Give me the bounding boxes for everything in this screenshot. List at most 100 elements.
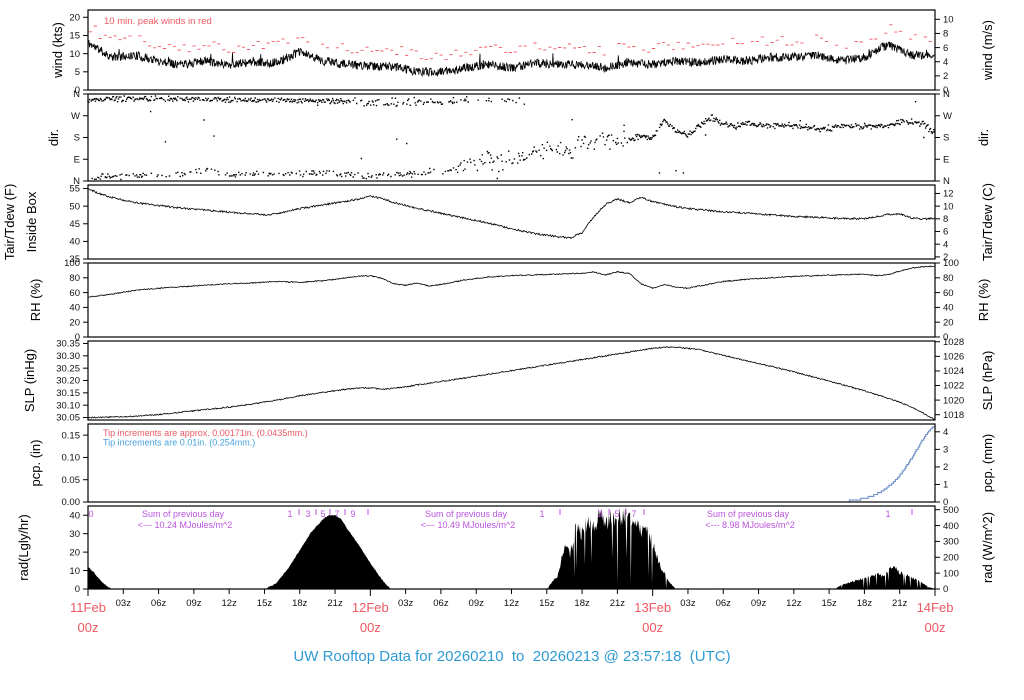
rh-right-axis-title: RH (%) (976, 279, 991, 322)
wind-right-tick-label: 4 (943, 57, 948, 68)
rad-right-tick-label: 300 (943, 537, 959, 548)
pcp-right-tick-label: 0 (943, 497, 948, 508)
pcp-right-tick-label: 4 (943, 427, 948, 438)
rh-right-tick-label: 100 (943, 258, 959, 269)
hour-tick-label: 12z (786, 598, 802, 609)
rh-left-tick-label: 80 (69, 273, 80, 284)
hour-tick-label: 06z (151, 598, 167, 609)
slp-left-tick-label: 30.20 (56, 376, 80, 387)
day-label: 14Feb (917, 600, 954, 615)
slp-right-tick-label: 1024 (943, 366, 964, 377)
slp-left-tick-label: 30.05 (56, 413, 80, 424)
wind-line (87, 40, 935, 78)
rad-annotation: Sum of previous day (142, 509, 225, 519)
panel-wind: 0 5 10 15 20 0 2 4 6 8 10 wind (kts) wind (m/s) 10 mi… (50, 9, 995, 96)
slp-left-tick-label: 30.25 (56, 363, 80, 374)
solar-radiation-area (88, 506, 935, 589)
dir-left-tick-label: W (71, 111, 80, 122)
slp-left-tick-label: 30.15 (56, 388, 80, 399)
rad-right-axis-title: rad (W/m^2) (980, 512, 995, 583)
hour-tick-label: 18z (292, 598, 308, 609)
pcp-right-tick-label: 2 (943, 462, 948, 473)
tair-frame (87, 184, 936, 260)
tair-left-tick-label: 55 (69, 184, 80, 195)
day-label: 12Feb (352, 600, 389, 615)
day-label: 11Feb (70, 600, 106, 615)
tair-line (87, 188, 935, 240)
tair-right-tick-label: 6 (943, 227, 948, 238)
rad-annotation: <--- 8.98 MJoules/m^2 (705, 520, 795, 530)
hour-tick-label: 15z (257, 598, 273, 609)
rh-left-tick-label: 20 (69, 317, 80, 328)
pcp-left-tick-label: 0.05 (62, 475, 81, 486)
day-label-hour: 00z (360, 620, 381, 635)
rh-left-tick-label: 0 (75, 332, 80, 343)
wind-left-axis-title: wind (kts) (50, 22, 65, 79)
hour-tick-label: 09z (469, 598, 485, 609)
pcp-right-axis-title: pcp. (mm) (980, 434, 995, 493)
dir-left-tick-label: S (74, 133, 80, 144)
radiation-milestone-label: 3 (597, 509, 602, 519)
radiation-milestone-label: 3 (305, 509, 310, 519)
rad-annotation: Sum of previous day (425, 509, 508, 519)
wind-left-tick-label: 15 (69, 31, 80, 42)
radiation-milestone-label: 5 (614, 509, 619, 519)
slp-left-tick-label: 30.35 (56, 339, 80, 350)
rh-left-axis-title: RH (%) (28, 279, 43, 322)
rad-left-tick-label: 10 (69, 566, 80, 577)
dir-frame (87, 93, 936, 182)
pcp-left-tick-label: 0.15 (62, 430, 81, 441)
rad-left-tick-label: 40 (69, 510, 80, 521)
rad-right-tick-label: 0 (943, 584, 948, 595)
dir-right-tick-label: W (943, 111, 952, 122)
radiation-milestone-label: 7 (631, 509, 636, 519)
wind-right-axis-title: wind (m/s) (980, 20, 995, 81)
pcp-left-tick-label: 0.00 (62, 497, 81, 508)
rad-left-tick-label: 30 (69, 529, 80, 540)
radiation-milestone-label: 0 (88, 509, 93, 519)
slp-right-tick-label: 1028 (943, 337, 964, 348)
hour-tick-label: 06z (716, 598, 732, 609)
rh-left-tick-label: 40 (69, 303, 80, 314)
rad-annotation: <--- 10.24 MJoules/m^2 (138, 520, 233, 530)
dir-right-tick-label: E (943, 154, 949, 165)
wind-right-tick-label: 6 (943, 43, 948, 54)
panel-rh: 0 20 40 60 80 100 0 20 40 60 80 100 RH (%) RH (%) (28, 258, 991, 343)
radiation-milestone-label: 1 (539, 509, 544, 519)
tair-left-tick-label: 40 (69, 237, 80, 248)
rh-right-tick-label: 0 (943, 332, 948, 343)
tair-right-tick-label: 2 (943, 252, 948, 263)
wind-left-tick-label: 20 (69, 12, 80, 23)
rh-frame (87, 262, 936, 338)
hour-tick-label: 21z (610, 598, 626, 609)
hour-tick-label: 15z (539, 598, 555, 609)
hour-tick-label: 21z (327, 598, 343, 609)
hour-tick-label: 06z (433, 598, 449, 609)
pcp-left-axis-title: pcp. (in) (28, 440, 43, 487)
slp-line (87, 346, 935, 420)
tair-left-tick-label: 45 (69, 219, 80, 230)
rad-left-tick-label: 20 (69, 547, 80, 558)
wind-right-tick-label: 2 (943, 71, 948, 82)
chart-title: UW Rooftop Data for 20260210 to 20260213… (293, 648, 731, 665)
rh-left-tick-label: 100 (64, 258, 80, 269)
radiation-milestone-label: 1 (287, 509, 292, 519)
slp-right-tick-label: 1020 (943, 395, 964, 406)
dir-right-tick-label: N (943, 176, 950, 187)
rad-right-tick-label: 100 (943, 568, 959, 579)
slp-right-axis-title: SLP (hPa) (980, 351, 995, 411)
rad-left-tick-label: 0 (75, 584, 80, 595)
tair-right-tick-label: 8 (943, 214, 948, 225)
hour-tick-label: 09z (186, 598, 202, 609)
wind-frame (87, 9, 936, 91)
wind-annotation: 10 min. peak winds in red (104, 16, 212, 27)
dir-left-tick-label: N (73, 89, 80, 100)
rad-left-axis-title: rad(Lgly/hr) (16, 514, 31, 580)
radiation-milestone-label: 1 (885, 509, 890, 519)
radiation-milestone-label: 9 (350, 509, 355, 519)
slp-right-tick-label: 1018 (943, 410, 964, 421)
rad-right-tick-label: 200 (943, 552, 959, 563)
